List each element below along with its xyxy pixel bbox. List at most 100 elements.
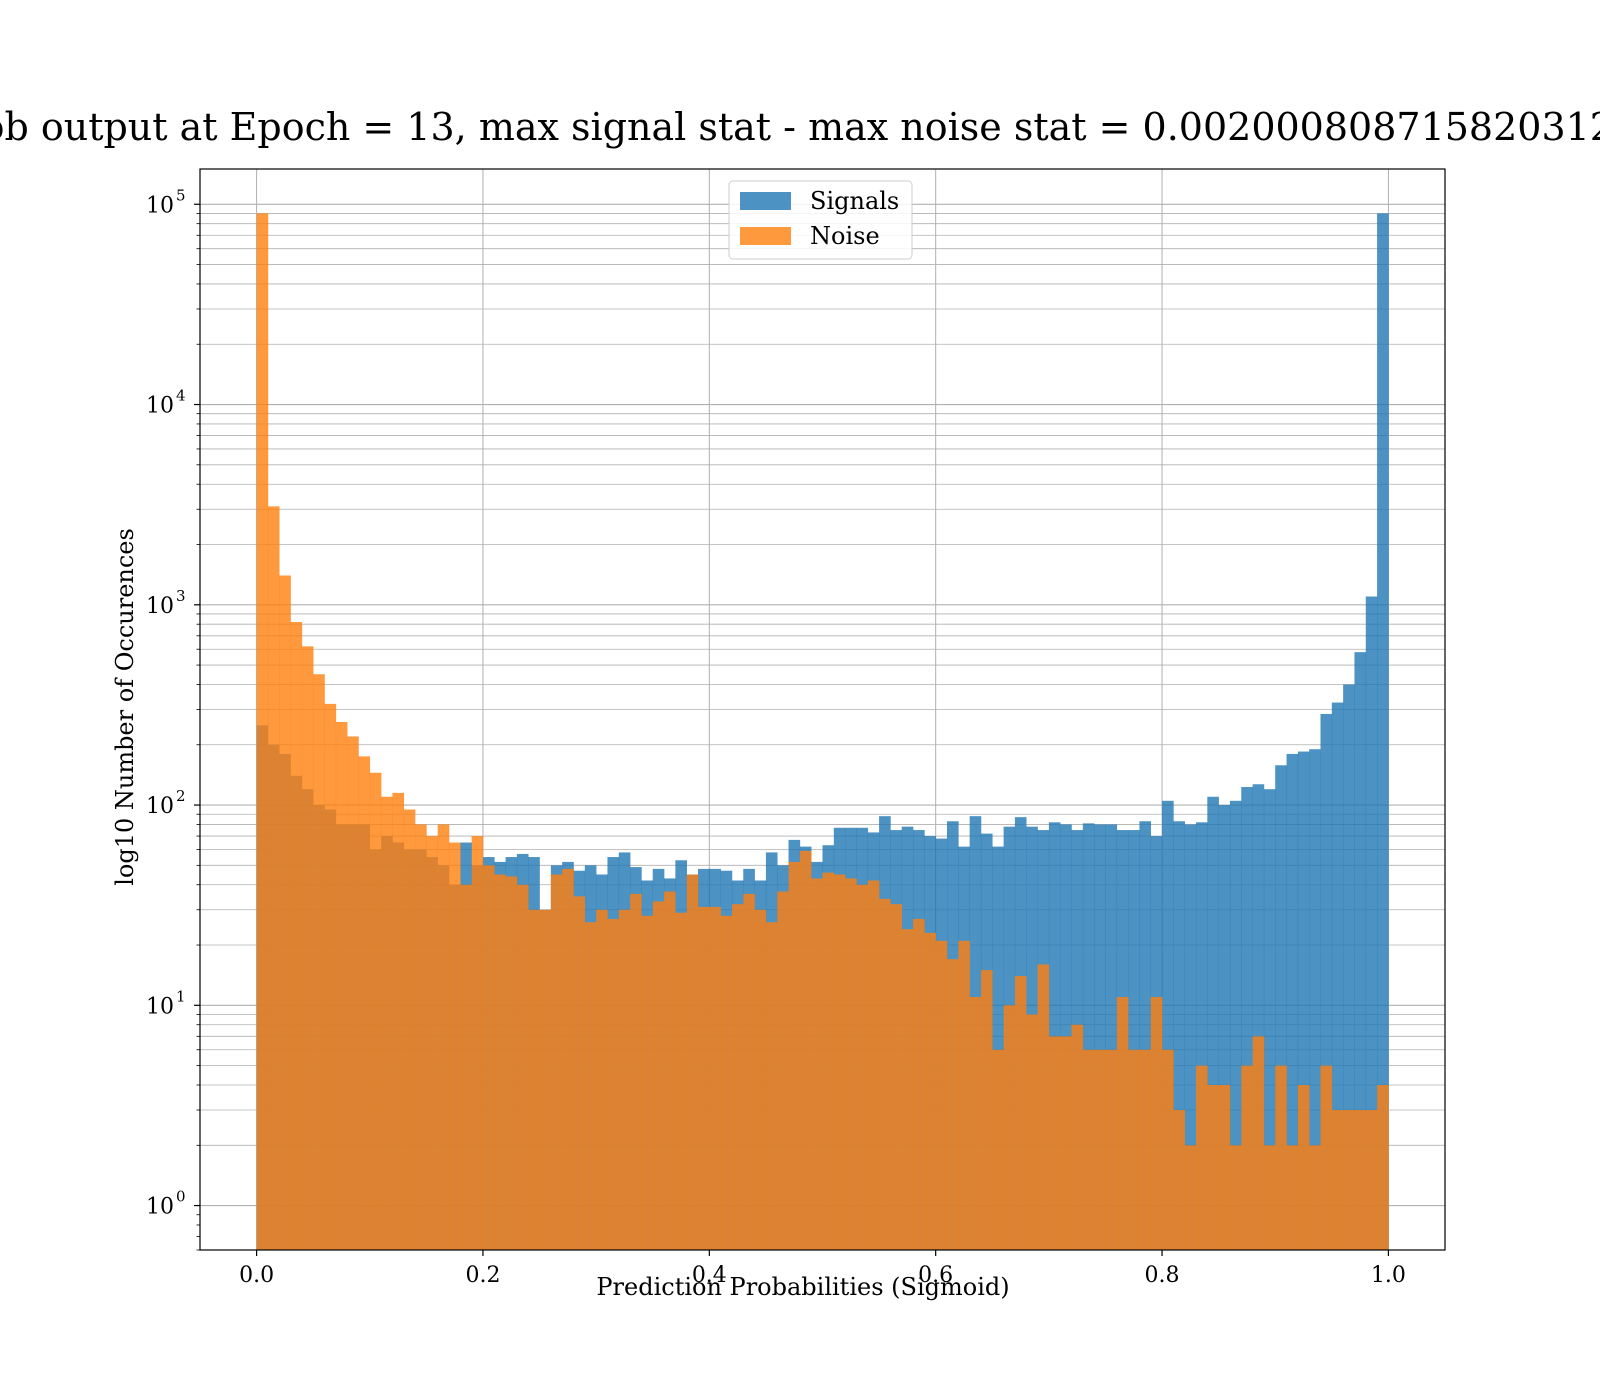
- bar-signals-94: [1320, 713, 1333, 1250]
- bar-signals-75: [1105, 824, 1118, 1250]
- bar-noise-68: [1026, 1014, 1038, 1250]
- bar-noise-93: [1309, 1145, 1321, 1250]
- y-tick-label-5: 10: [146, 193, 174, 218]
- bar-signals-65: [992, 846, 1004, 1250]
- bar-signals-78: [1139, 821, 1152, 1250]
- bar-noise-43: [743, 893, 755, 1250]
- bar-signals-89: [1263, 789, 1276, 1250]
- bar-noise-27: [562, 868, 574, 1250]
- bar-noise-80: [1162, 1049, 1174, 1250]
- bar-noise-87: [1241, 1065, 1253, 1250]
- bar-noise-49: [811, 878, 823, 1250]
- bar-noise-32: [618, 909, 631, 1250]
- bar-noise-1: [267, 506, 280, 1250]
- bar-noise-82: [1184, 1145, 1197, 1250]
- bar-noise-22: [505, 876, 518, 1250]
- bar-noise-50: [822, 872, 835, 1250]
- bar-noise-97: [1354, 1110, 1367, 1250]
- bar-noise-76: [1116, 997, 1129, 1250]
- x-tick-label-4: 0.8: [1145, 1263, 1180, 1288]
- bar-signals-84: [1207, 796, 1219, 1250]
- bar-noise-71: [1060, 1036, 1072, 1250]
- bar-noise-92: [1297, 1085, 1310, 1250]
- bar-noise-84: [1207, 1085, 1219, 1250]
- bar-noise-3: [290, 622, 303, 1250]
- x-tick-label-1: 0.2: [465, 1263, 500, 1288]
- legend: Signals Noise: [728, 180, 913, 260]
- bar-noise-51: [833, 874, 846, 1250]
- histogram-bars: [256, 213, 1389, 1251]
- x-tick-label-3: 0.6: [918, 1263, 953, 1288]
- bar-noise-29: [584, 922, 597, 1250]
- bar-noise-83: [1196, 1065, 1208, 1250]
- bar-noise-89: [1263, 1145, 1276, 1250]
- bar-noise-0: [256, 213, 269, 1251]
- bar-noise-28: [573, 896, 586, 1250]
- bar-noise-70: [1048, 1036, 1061, 1250]
- legend-swatch-noise: [740, 227, 791, 245]
- bar-noise-6: [324, 703, 337, 1250]
- x-axis-ticks: 0.0 0.2 0.4 0.6 0.8 1.0: [239, 1250, 1406, 1288]
- y-tick-exponent-3: 3: [176, 587, 186, 605]
- y-tick-exponent-4: 4: [176, 387, 186, 405]
- bar-noise-45: [765, 922, 778, 1250]
- legend-label-noise: Noise: [810, 222, 880, 250]
- bar-signals-95: [1331, 702, 1344, 1250]
- bar-signals-93: [1309, 749, 1321, 1250]
- bar-noise-35: [652, 901, 665, 1250]
- bar-noise-14: [415, 824, 427, 1250]
- x-tick-label-0: 0.0: [239, 1263, 274, 1288]
- y-tick-label-1: 10: [146, 994, 174, 1019]
- bar-noise-64: [980, 970, 993, 1250]
- bar-noise-24: [528, 909, 540, 1250]
- series-noise: [256, 213, 1389, 1251]
- bar-signals-90: [1275, 765, 1287, 1250]
- bar-signals-97: [1354, 652, 1367, 1250]
- bar-noise-96: [1343, 1110, 1355, 1250]
- y-tick-label-3: 10: [146, 594, 174, 619]
- bar-noise-25: [539, 909, 552, 1250]
- bar-noise-95: [1331, 1110, 1344, 1250]
- bar-noise-63: [969, 997, 982, 1250]
- y-tick-exponent-2: 2: [176, 787, 186, 805]
- bar-noise-67: [1014, 976, 1027, 1250]
- y-tick-label-0: 10: [146, 1195, 174, 1220]
- bar-noise-56: [890, 904, 903, 1250]
- bar-noise-88: [1252, 1036, 1265, 1250]
- bar-noise-55: [879, 898, 891, 1250]
- bar-noise-57: [901, 929, 914, 1250]
- bar-noise-2: [279, 575, 291, 1250]
- bar-noise-65: [992, 1049, 1004, 1250]
- bar-signals-92: [1297, 751, 1310, 1250]
- bar-noise-74: [1094, 1049, 1106, 1250]
- bar-noise-26: [550, 874, 563, 1250]
- y-tick-label-4: 10: [146, 394, 174, 419]
- bar-noise-94: [1320, 1065, 1333, 1250]
- bar-signals-86: [1229, 800, 1242, 1250]
- bar-noise-79: [1150, 997, 1163, 1250]
- bar-noise-58: [913, 918, 925, 1250]
- bar-signals-74: [1094, 824, 1106, 1250]
- bar-noise-37: [675, 912, 687, 1250]
- bar-noise-53: [856, 884, 869, 1250]
- bar-signals-85: [1218, 805, 1231, 1250]
- bar-noise-11: [381, 796, 393, 1250]
- x-axis-label: Prediction Probabilities (Sigmoid): [596, 1273, 1009, 1301]
- y-tick-exponent-0: 0: [176, 1188, 186, 1206]
- bar-noise-62: [958, 940, 970, 1250]
- y-axis-label: log10 Number of Occurences: [111, 528, 139, 886]
- bar-noise-10: [369, 772, 382, 1250]
- bar-noise-73: [1082, 1049, 1095, 1250]
- bar-noise-90: [1275, 1065, 1287, 1250]
- bar-noise-77: [1128, 1049, 1140, 1250]
- legend-label-signals: Signals: [810, 187, 899, 215]
- bar-noise-21: [494, 874, 506, 1250]
- bar-noise-34: [641, 915, 654, 1250]
- bar-noise-47: [788, 861, 801, 1250]
- bar-noise-78: [1139, 1049, 1152, 1250]
- bar-noise-54: [867, 880, 880, 1250]
- y-tick-exponent-1: 1: [176, 987, 186, 1005]
- bar-noise-39: [698, 906, 710, 1250]
- bar-signals-99: [1377, 213, 1389, 1251]
- bar-noise-13: [403, 809, 416, 1250]
